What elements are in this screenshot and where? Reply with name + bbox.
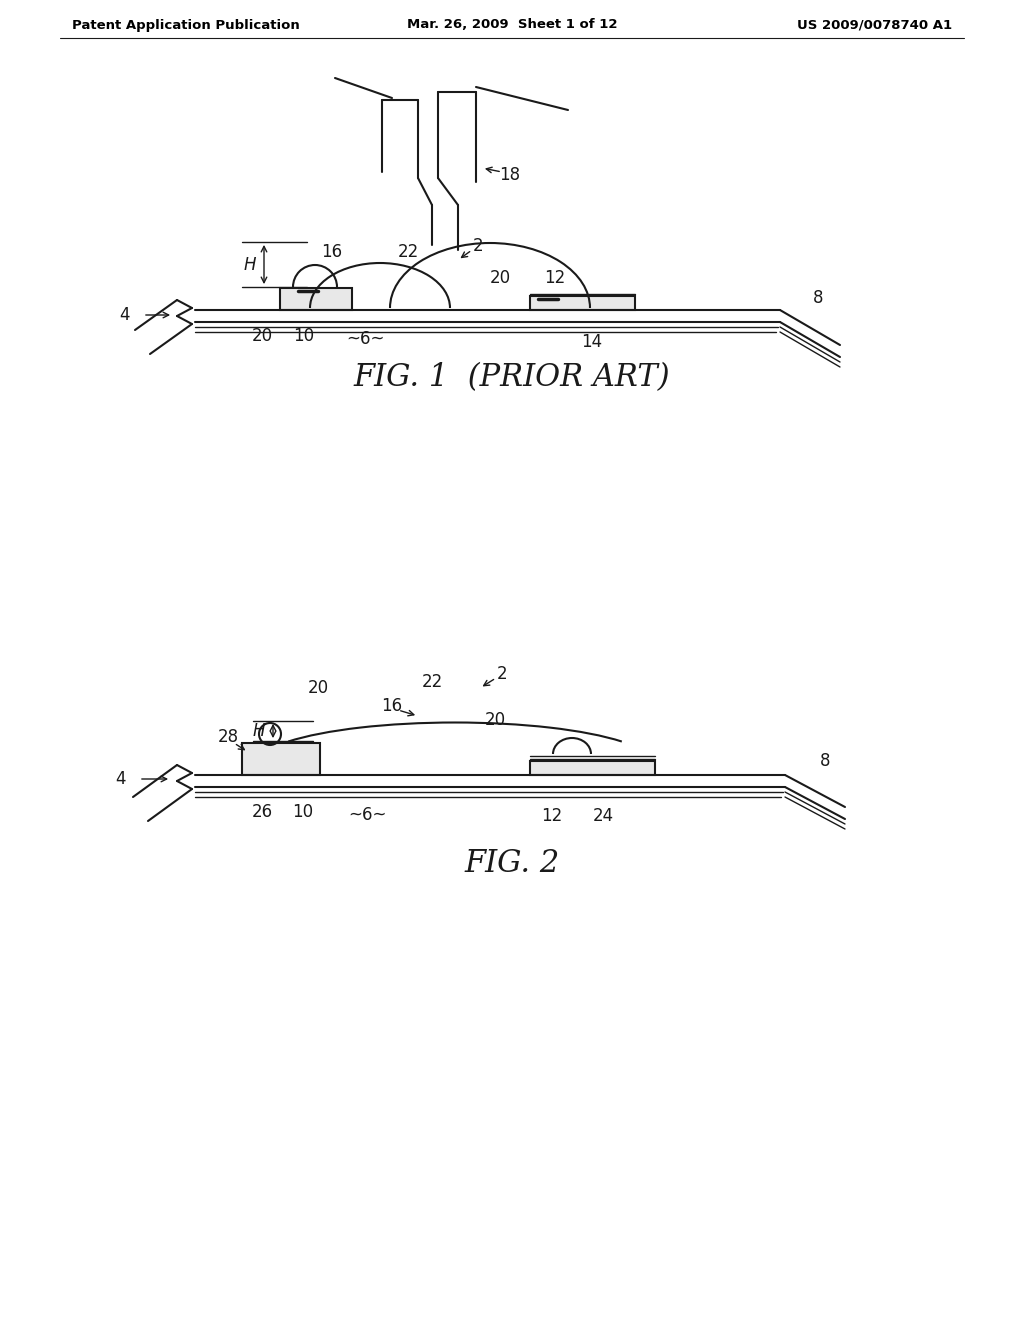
Text: FIG. 2: FIG. 2 xyxy=(464,849,560,879)
Text: 20: 20 xyxy=(484,711,506,729)
Text: 20: 20 xyxy=(489,269,511,286)
Text: US 2009/0078740 A1: US 2009/0078740 A1 xyxy=(797,18,952,32)
Text: Patent Application Publication: Patent Application Publication xyxy=(72,18,300,32)
Text: 24: 24 xyxy=(593,807,613,825)
Text: 20: 20 xyxy=(252,327,272,345)
Text: 20: 20 xyxy=(307,678,329,697)
Bar xyxy=(530,762,655,775)
Bar xyxy=(242,743,319,775)
Text: 4: 4 xyxy=(120,306,130,323)
Text: 8: 8 xyxy=(820,752,830,770)
Text: 26: 26 xyxy=(252,803,272,821)
Text: 18: 18 xyxy=(500,166,520,183)
Text: 22: 22 xyxy=(421,673,442,690)
Text: H: H xyxy=(244,256,256,275)
Text: 22: 22 xyxy=(397,243,419,261)
Text: 16: 16 xyxy=(322,243,343,261)
Text: Mar. 26, 2009  Sheet 1 of 12: Mar. 26, 2009 Sheet 1 of 12 xyxy=(407,18,617,32)
Text: FIG. 1  (PRIOR ART): FIG. 1 (PRIOR ART) xyxy=(353,363,671,393)
Bar xyxy=(280,288,352,310)
Text: 8: 8 xyxy=(813,289,823,308)
Text: 16: 16 xyxy=(381,697,402,715)
Text: ~6~: ~6~ xyxy=(346,330,384,348)
Text: 10: 10 xyxy=(293,803,313,821)
Text: ~6~: ~6~ xyxy=(349,807,387,824)
Text: 28: 28 xyxy=(217,729,239,746)
Text: H: H xyxy=(253,722,265,741)
Text: 12: 12 xyxy=(542,807,562,825)
Text: 10: 10 xyxy=(294,327,314,345)
Text: 12: 12 xyxy=(545,269,565,286)
Text: 4: 4 xyxy=(116,770,126,788)
Text: 2: 2 xyxy=(473,238,483,255)
Text: 2: 2 xyxy=(497,665,507,682)
Text: 14: 14 xyxy=(582,333,602,351)
Bar xyxy=(530,296,635,310)
